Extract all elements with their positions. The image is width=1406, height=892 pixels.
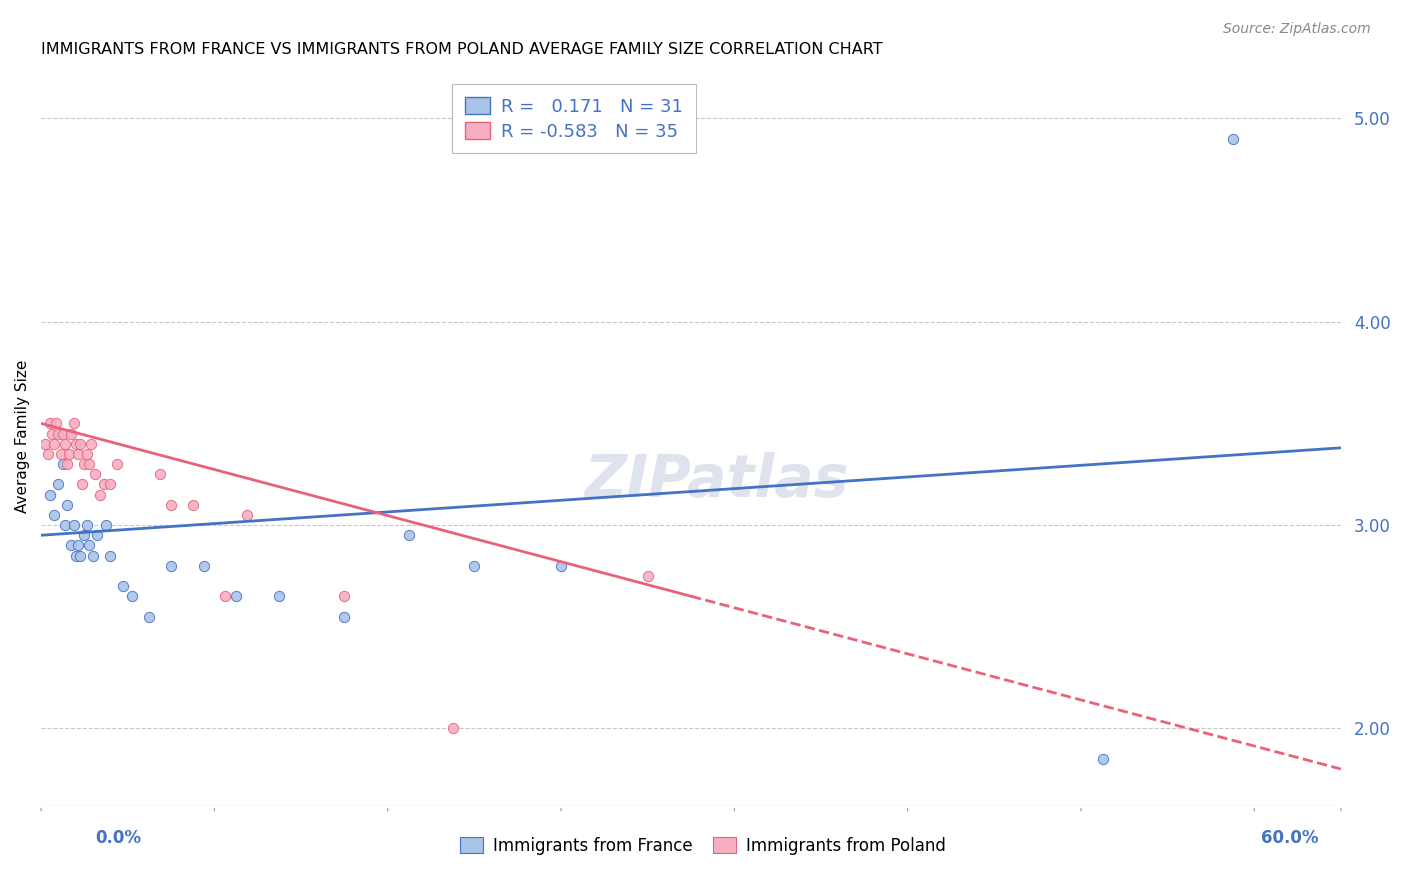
Point — [160, 558, 183, 573]
Point — [77, 457, 100, 471]
Point — [66, 447, 89, 461]
Point — [86, 528, 108, 542]
Point — [72, 477, 94, 491]
Point — [77, 538, 100, 552]
Point — [550, 558, 572, 573]
Point — [42, 508, 65, 522]
Point — [38, 487, 60, 501]
Text: Source: ZipAtlas.com: Source: ZipAtlas.com — [1223, 22, 1371, 37]
Point — [37, 447, 59, 461]
Point — [1091, 752, 1114, 766]
Point — [60, 426, 83, 441]
Point — [82, 549, 104, 563]
Point — [76, 518, 98, 533]
Text: IMMIGRANTS FROM FRANCE VS IMMIGRANTS FROM POLAND AVERAGE FAMILY SIZE CORRELATION: IMMIGRANTS FROM FRANCE VS IMMIGRANTS FRO… — [41, 42, 883, 57]
Point — [333, 589, 356, 603]
Point — [65, 549, 87, 563]
Text: ZIPatlas: ZIPatlas — [585, 452, 849, 509]
Point — [181, 498, 204, 512]
Point — [56, 457, 79, 471]
Point — [100, 549, 122, 563]
Point — [49, 447, 72, 461]
Point — [637, 569, 659, 583]
Point — [62, 417, 84, 431]
Point — [236, 508, 259, 522]
Point — [38, 417, 60, 431]
Point — [42, 436, 65, 450]
Point — [105, 457, 128, 471]
Point — [53, 436, 76, 450]
Point — [45, 417, 67, 431]
Point — [41, 426, 63, 441]
Point — [73, 457, 96, 471]
Y-axis label: Average Family Size: Average Family Size — [15, 360, 30, 513]
Point — [93, 477, 115, 491]
Point — [225, 589, 247, 603]
Point — [53, 518, 76, 533]
Point — [62, 518, 84, 533]
Point — [149, 467, 172, 482]
Point — [34, 436, 56, 450]
Text: 0.0%: 0.0% — [96, 829, 142, 847]
Point — [52, 426, 75, 441]
Point — [214, 589, 236, 603]
Point — [73, 528, 96, 542]
Point — [269, 589, 291, 603]
Point — [80, 436, 103, 450]
Point — [76, 447, 98, 461]
Point — [56, 498, 79, 512]
Point — [48, 477, 70, 491]
Point — [94, 518, 117, 533]
Point — [441, 722, 464, 736]
Point — [112, 579, 135, 593]
Legend: R =   0.171   N = 31, R = -0.583   N = 35: R = 0.171 N = 31, R = -0.583 N = 35 — [453, 84, 696, 153]
Point — [89, 487, 111, 501]
Point — [463, 558, 485, 573]
Legend: Immigrants from France, Immigrants from Poland: Immigrants from France, Immigrants from … — [453, 830, 953, 862]
Point — [69, 549, 91, 563]
Point — [69, 436, 91, 450]
Text: 60.0%: 60.0% — [1261, 829, 1319, 847]
Point — [160, 498, 183, 512]
Point — [100, 477, 122, 491]
Point — [60, 538, 83, 552]
Point — [333, 609, 356, 624]
Point — [398, 528, 420, 542]
Point — [84, 467, 107, 482]
Point — [193, 558, 215, 573]
Point — [65, 436, 87, 450]
Point — [138, 609, 160, 624]
Point — [52, 457, 75, 471]
Point — [66, 538, 89, 552]
Point — [48, 426, 70, 441]
Point — [1222, 132, 1244, 146]
Point — [58, 447, 80, 461]
Point — [121, 589, 143, 603]
